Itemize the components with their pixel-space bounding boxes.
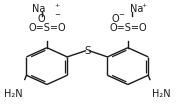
Text: S: S	[84, 46, 91, 56]
Text: +: +	[55, 3, 60, 8]
Text: −: −	[55, 12, 61, 18]
Text: Na: Na	[32, 4, 45, 14]
Text: H₂N: H₂N	[153, 89, 171, 99]
Text: +: +	[141, 3, 146, 8]
Text: Na: Na	[130, 4, 143, 14]
Text: O=S=O: O=S=O	[109, 23, 147, 33]
Text: O: O	[111, 14, 119, 24]
Text: H₂N: H₂N	[4, 89, 22, 99]
Text: O=S=O: O=S=O	[28, 23, 66, 33]
Text: −: −	[118, 12, 124, 18]
Text: O: O	[38, 14, 45, 24]
